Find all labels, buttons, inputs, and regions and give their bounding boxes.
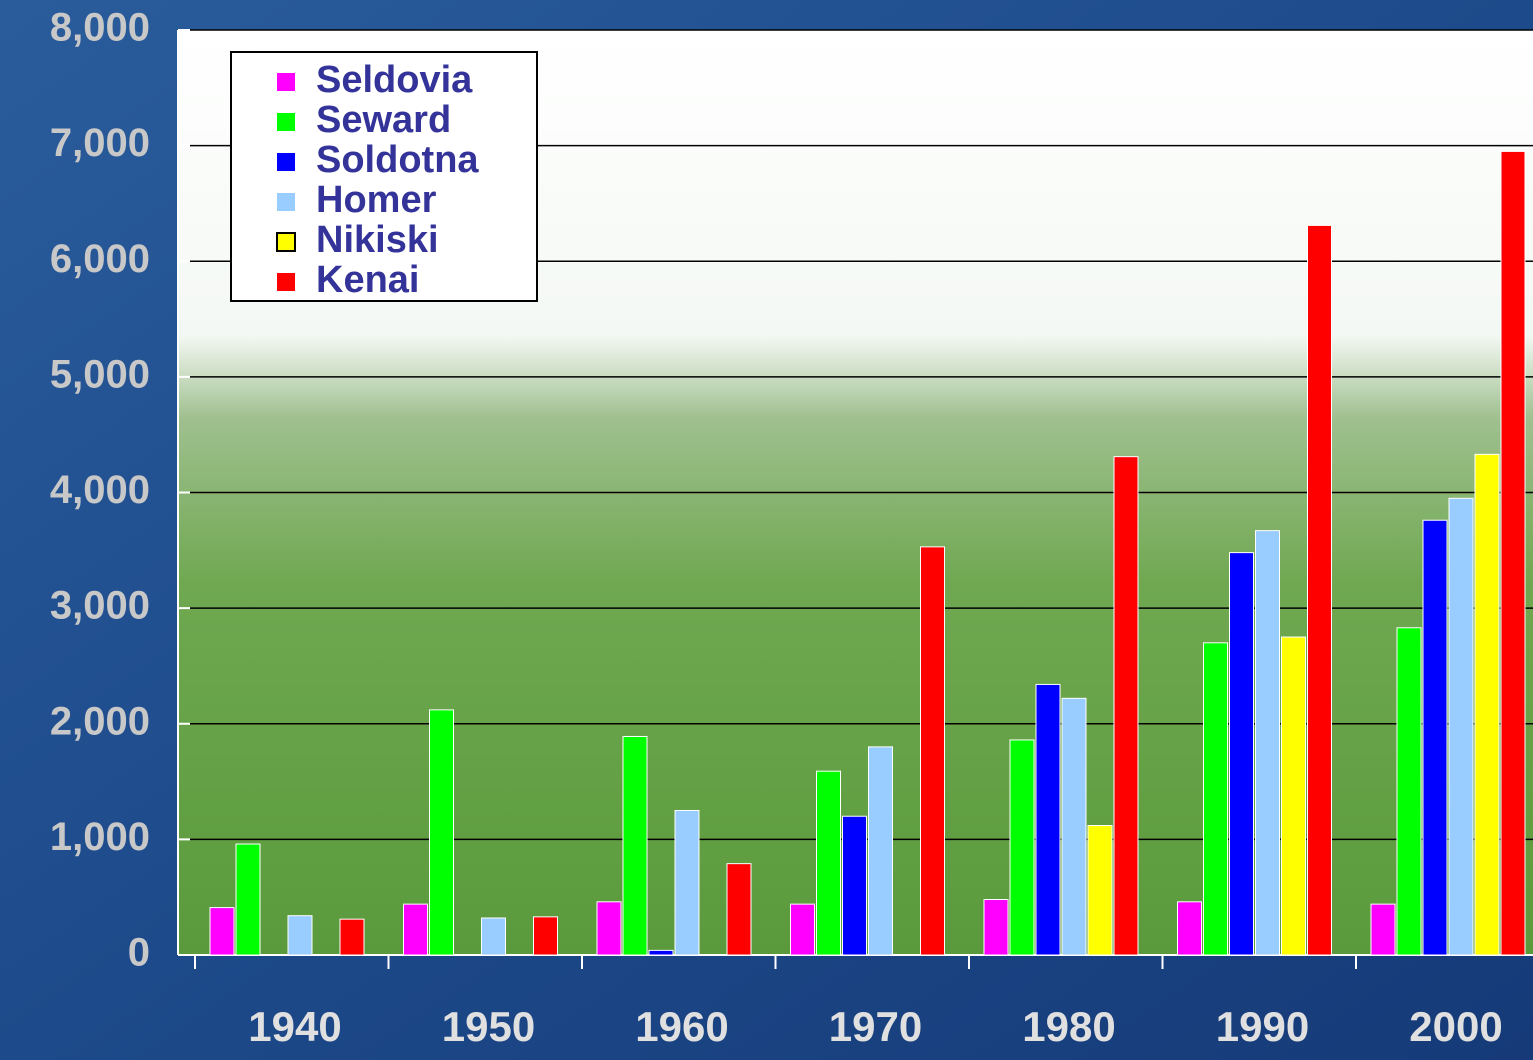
bar — [596, 901, 622, 956]
bar — [209, 907, 235, 956]
bar — [287, 915, 313, 956]
y-tick-label: 6,000 — [50, 237, 150, 281]
x-tick-label: 2000 — [1409, 1003, 1502, 1050]
legend-swatch — [277, 193, 295, 211]
x-tick-label: 1990 — [1216, 1003, 1309, 1050]
bar — [816, 770, 841, 956]
legend-swatch — [277, 113, 295, 131]
bar — [1035, 683, 1061, 956]
bar — [1307, 224, 1332, 956]
y-tick-label: 5,000 — [50, 352, 150, 396]
legend-box — [230, 51, 538, 302]
y-tick-label: 8,000 — [50, 6, 150, 50]
bar — [674, 809, 700, 956]
bar — [429, 709, 454, 956]
bar — [403, 903, 428, 956]
bar — [1087, 825, 1113, 956]
bar — [481, 917, 506, 956]
bar — [533, 916, 558, 956]
bar — [339, 918, 365, 956]
bar — [983, 899, 1009, 956]
bar — [1229, 552, 1254, 956]
bar — [1009, 739, 1035, 956]
bar — [842, 815, 867, 956]
bar — [648, 949, 674, 956]
bar — [1422, 519, 1448, 956]
bar — [1281, 636, 1306, 956]
y-tick-label: 4,000 — [50, 468, 150, 512]
y-tick-label: 0 — [128, 931, 150, 975]
bar — [1061, 697, 1087, 956]
bar — [1474, 453, 1500, 956]
bar — [235, 843, 261, 956]
bar — [1500, 150, 1526, 956]
legend-swatch — [277, 273, 295, 291]
y-tick-label: 1,000 — [50, 815, 150, 859]
bar — [790, 903, 815, 956]
bar — [1177, 901, 1202, 956]
y-tick-label: 7,000 — [50, 121, 150, 165]
x-tick-label: 1940 — [248, 1003, 341, 1050]
x-tick-label: 1970 — [829, 1003, 922, 1050]
legend-label: Seldovia — [316, 59, 473, 101]
bar — [622, 735, 648, 956]
bar — [726, 863, 752, 956]
bar — [1370, 903, 1396, 956]
legend-label: Soldotna — [316, 139, 479, 181]
y-tick-label: 3,000 — [50, 584, 150, 628]
x-tick-label: 1950 — [442, 1003, 535, 1050]
legend-swatch — [277, 73, 295, 91]
bar — [1113, 456, 1139, 956]
legend-swatch — [277, 153, 295, 171]
legend-label: Seward — [316, 99, 451, 141]
legend-label: Nikiski — [316, 219, 439, 261]
legend-label: Homer — [316, 179, 437, 221]
x-tick-label: 1980 — [1022, 1003, 1115, 1050]
bar — [868, 746, 893, 956]
bar — [1448, 497, 1474, 956]
bar — [1255, 530, 1280, 956]
bar — [1203, 642, 1228, 956]
bar — [1396, 627, 1422, 956]
legend-label: Kenai — [316, 259, 419, 301]
bar — [920, 546, 945, 956]
x-tick-label: 1960 — [635, 1003, 728, 1050]
y-tick-label: 2,000 — [50, 699, 150, 743]
legend-swatch — [276, 232, 296, 252]
